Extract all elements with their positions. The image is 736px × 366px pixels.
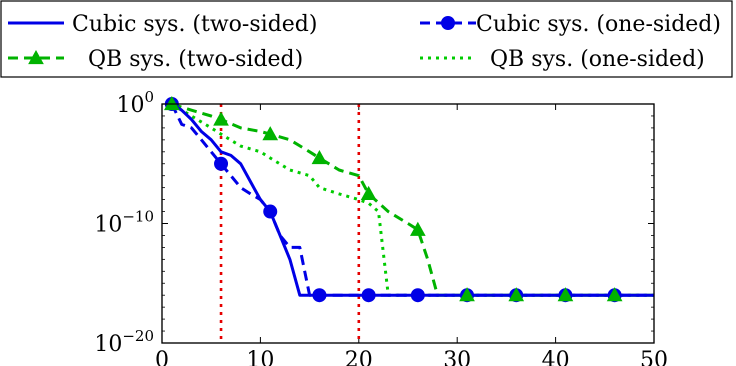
legend-marker: [28, 49, 44, 65]
series-line: [171, 102, 654, 297]
x-tick-label: 10: [246, 348, 274, 366]
legend-label: QB sys. (two-sided): [88, 47, 303, 72]
series-marker: [459, 287, 475, 302]
x-tick-label: 30: [443, 348, 471, 366]
series-marker: [213, 111, 229, 126]
series-marker: [557, 287, 574, 302]
y-tick-label: 10−10: [94, 208, 154, 238]
x-tick-label: 40: [542, 348, 570, 366]
series-marker: [361, 288, 376, 303]
plot-area: 0 10 20 30 40 50 100 10−10 10−20: [94, 88, 668, 366]
legend-label: Cubic sys. (one-sided): [476, 12, 721, 37]
series-marker: [163, 95, 180, 111]
plot-frame-top: [161, 103, 655, 344]
legend-box: [0, 0, 733, 78]
legend: Cubic sys. (two-sided) Cubic sys. (one-si…: [0, 0, 733, 78]
series-marker: [263, 204, 278, 219]
series-marker: [214, 156, 229, 171]
series-marker: [312, 288, 327, 303]
x-tick-label: 50: [640, 348, 668, 366]
series-marker: [606, 287, 623, 302]
series-line: [170, 103, 654, 297]
series-marker: [409, 221, 426, 236]
series-marker: [311, 150, 328, 165]
series-line: [171, 102, 654, 297]
series-marker: [360, 185, 377, 200]
legend-label: QB sys. (one-sided): [490, 47, 705, 72]
legend-label: Cubic sys. (two-sided): [72, 12, 317, 37]
y-tick-label: 100: [116, 88, 154, 118]
y-tick-label: 10−20: [94, 327, 154, 357]
series-marker: [508, 287, 525, 302]
series-marker: [410, 288, 425, 303]
x-tick-label: 20: [345, 348, 373, 366]
legend-marker: [441, 16, 455, 30]
series-line: [171, 102, 654, 297]
series-marker: [262, 126, 279, 141]
x-tick-label: 0: [155, 348, 169, 366]
